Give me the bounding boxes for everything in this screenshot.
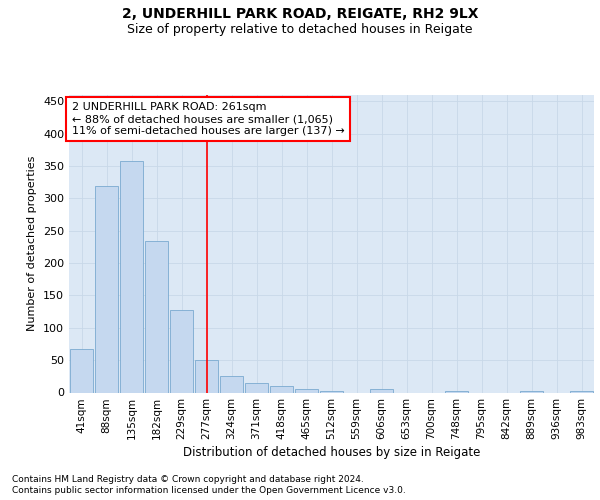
Bar <box>70 348 94 393</box>
Bar <box>445 390 469 392</box>
Text: 2 UNDERHILL PARK ROAD: 261sqm
← 88% of detached houses are smaller (1,065)
11% o: 2 UNDERHILL PARK ROAD: 261sqm ← 88% of d… <box>71 102 344 136</box>
Text: Contains public sector information licensed under the Open Government Licence v3: Contains public sector information licen… <box>12 486 406 495</box>
Bar <box>245 383 268 392</box>
Text: Size of property relative to detached houses in Reigate: Size of property relative to detached ho… <box>127 22 473 36</box>
Bar <box>170 310 193 392</box>
Bar <box>119 161 143 392</box>
Bar <box>269 386 293 392</box>
Bar <box>569 390 593 392</box>
Bar <box>145 240 169 392</box>
Text: Contains HM Land Registry data © Crown copyright and database right 2024.: Contains HM Land Registry data © Crown c… <box>12 475 364 484</box>
Bar <box>95 186 118 392</box>
Bar <box>520 390 544 392</box>
X-axis label: Distribution of detached houses by size in Reigate: Distribution of detached houses by size … <box>183 446 480 460</box>
Bar <box>320 390 343 392</box>
Bar <box>194 360 218 392</box>
Bar <box>220 376 244 392</box>
Bar <box>370 390 394 392</box>
Text: 2, UNDERHILL PARK ROAD, REIGATE, RH2 9LX: 2, UNDERHILL PARK ROAD, REIGATE, RH2 9LX <box>122 8 478 22</box>
Y-axis label: Number of detached properties: Number of detached properties <box>28 156 37 332</box>
Bar <box>295 390 319 392</box>
